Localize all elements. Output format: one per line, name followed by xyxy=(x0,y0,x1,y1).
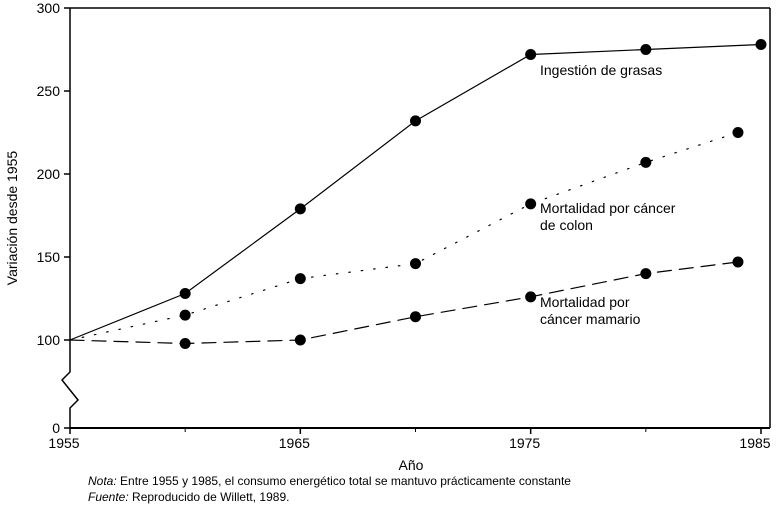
data-point xyxy=(640,268,652,280)
y-axis-with-break xyxy=(60,8,80,428)
note-line: Nota: Entre 1955 y 1985, el consumo ener… xyxy=(88,474,571,488)
note-label: Nota: xyxy=(88,474,117,488)
x-tick-label: 1955 xyxy=(48,435,79,451)
y-tick-label: 200 xyxy=(37,166,61,182)
data-point xyxy=(525,291,537,303)
x-tick-label: 1985 xyxy=(739,435,770,451)
source-label: Fuente: xyxy=(88,490,129,504)
data-point xyxy=(640,44,652,55)
note-text: Entre 1955 y 1985, el consumo energético… xyxy=(116,474,571,488)
y-tick-label: 100 xyxy=(37,332,61,348)
source-line: Fuente: Reproducido de Willett, 1989. xyxy=(88,490,289,504)
data-point xyxy=(179,309,191,321)
series-label-3: cáncer mamario xyxy=(540,311,641,327)
data-point xyxy=(525,198,537,210)
series-line-3 xyxy=(69,261,739,345)
y-axis-label: Variación desde 1955 xyxy=(4,151,20,286)
x-axis-label: Año xyxy=(399,457,424,473)
data-point xyxy=(732,256,744,268)
series-label-2: Mortalidad por cáncer xyxy=(540,200,676,216)
x-tick-label: 1975 xyxy=(509,435,540,451)
data-point xyxy=(410,311,421,323)
data-point xyxy=(640,156,652,168)
data-point xyxy=(179,338,191,350)
y-tick-label: 150 xyxy=(37,249,61,265)
data-point xyxy=(294,273,306,285)
data-point xyxy=(410,115,421,127)
data-point xyxy=(294,203,306,215)
data-point xyxy=(410,258,421,270)
y-tick-label: 0 xyxy=(52,420,60,436)
x-tick-label: 1965 xyxy=(279,435,310,451)
series-label-1: Ingestión de grasas xyxy=(540,62,662,78)
y-tick-label: 300 xyxy=(37,0,61,16)
source-text: Reproducido de Willett, 1989. xyxy=(128,490,290,504)
data-point xyxy=(525,48,537,60)
y-tick-label: 250 xyxy=(37,83,61,99)
series-label-3: Mortalidad por xyxy=(540,294,630,310)
data-point xyxy=(294,334,306,346)
series-label-2: de colon xyxy=(540,217,593,233)
series-line-1 xyxy=(69,43,762,341)
data-point xyxy=(755,39,767,51)
data-point xyxy=(179,288,191,300)
data-point xyxy=(732,127,744,138)
series-line-2 xyxy=(69,131,739,341)
